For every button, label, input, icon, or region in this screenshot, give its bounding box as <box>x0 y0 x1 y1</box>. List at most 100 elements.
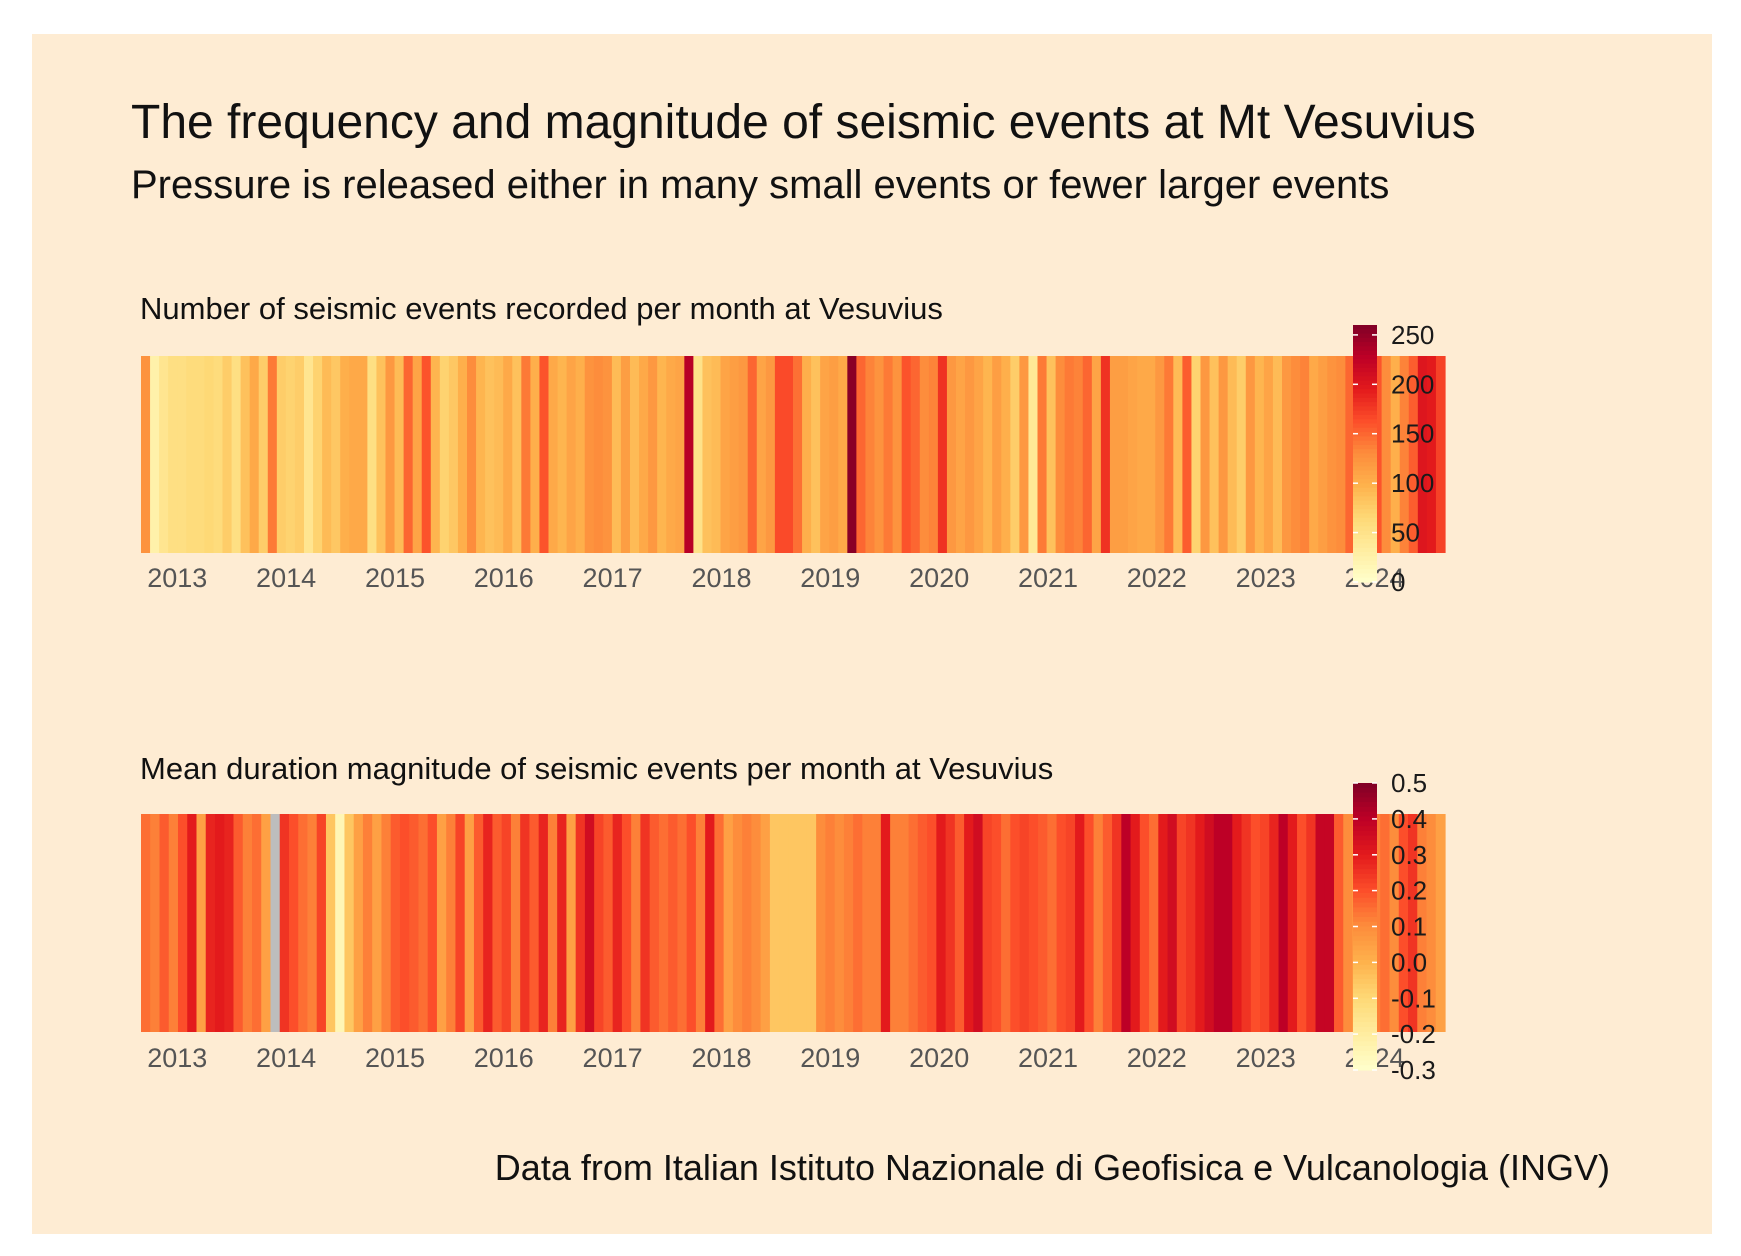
magnitude-legend: -0.3 -0.2 -0.1 0.0 0.1 0.2 0.3 0.4 0.5 <box>1353 768 1436 1085</box>
missing-month-cell <box>270 814 281 1032</box>
month-cell <box>195 356 205 553</box>
month-cell <box>150 356 160 553</box>
month-cell <box>630 356 640 553</box>
month-cell <box>1112 814 1122 1032</box>
month-cell <box>177 356 187 553</box>
month-cell <box>1065 814 1076 1032</box>
month-cell <box>1223 814 1233 1032</box>
month-cell <box>1010 356 1020 553</box>
magnitude-x-axis: 2013 2014 2015 2016 2017 2018 2019 2020 2021 2022… <box>147 1043 1404 1073</box>
legend-swatch <box>1353 959 1377 966</box>
events-count-x-axis: 2013 2014 2015 2016 2017 2018 2019 2020 2021 2022… <box>147 563 1404 593</box>
month-cell <box>530 356 541 553</box>
x-tick-label: 2013 <box>147 1043 207 1073</box>
month-cell <box>187 814 198 1032</box>
month-cell <box>723 814 734 1032</box>
month-cell <box>335 814 346 1032</box>
legend-swatch <box>1353 509 1377 515</box>
month-cell <box>1380 814 1391 1032</box>
x-tick-label: 2022 <box>1127 1043 1187 1073</box>
month-cell <box>720 356 731 553</box>
legend-swatch <box>1353 835 1377 841</box>
month-cell <box>686 814 697 1032</box>
month-cell <box>233 814 244 1032</box>
month-cell <box>1263 356 1274 553</box>
month-cell <box>871 814 882 1032</box>
month-cell <box>973 814 984 1032</box>
month-cell <box>267 356 278 553</box>
month-cell <box>159 356 169 553</box>
month-cell <box>612 814 623 1032</box>
month-cell <box>325 814 336 1032</box>
legend-tick-label: 0 <box>1391 567 1405 597</box>
month-cell <box>150 814 161 1032</box>
legend-swatch <box>1353 444 1377 450</box>
legend-swatch <box>1353 974 1377 980</box>
magnitude-title: Mean duration magnitude of seismic event… <box>140 751 1053 786</box>
legend-swatch <box>1353 539 1377 545</box>
legend-swatch <box>1353 826 1377 832</box>
month-cell <box>695 814 706 1032</box>
month-cell <box>1182 356 1193 553</box>
month-cell <box>261 814 272 1032</box>
legend-swatch <box>1353 993 1377 999</box>
month-cell <box>751 814 762 1032</box>
month-cell <box>1167 814 1178 1032</box>
legend-swatch <box>1353 806 1377 813</box>
month-cell <box>668 814 678 1032</box>
month-cell <box>1200 356 1211 553</box>
legend-swatch <box>1353 462 1377 467</box>
month-cell <box>862 814 873 1032</box>
month-cell <box>547 814 558 1032</box>
events-count-heatmap: Number of seismic events recorded per mo… <box>140 291 1446 597</box>
month-cell <box>1272 356 1283 553</box>
month-cell <box>774 356 785 553</box>
legend-swatch <box>1353 573 1377 579</box>
legend-swatch <box>1353 436 1377 442</box>
legend-swatch <box>1353 1022 1377 1028</box>
month-cell <box>910 356 921 553</box>
legend-tick-label: 0.5 <box>1391 768 1427 798</box>
month-cell <box>566 814 577 1032</box>
chart-svg: The frequency and magnitude of seismic e… <box>131 96 1610 1188</box>
month-cell <box>251 814 262 1032</box>
legend-swatch <box>1353 955 1377 961</box>
legend-swatch <box>1353 440 1377 446</box>
month-cell <box>1102 814 1113 1032</box>
month-cell <box>956 356 966 553</box>
month-cell <box>853 814 863 1032</box>
month-cell <box>213 356 224 553</box>
month-cell <box>288 814 299 1032</box>
x-tick-label: 2016 <box>474 563 534 593</box>
legend-swatch <box>1353 1026 1377 1033</box>
month-cell <box>611 356 622 553</box>
month-cell <box>901 356 912 553</box>
x-tick-label: 2014 <box>256 1043 316 1073</box>
month-cell <box>1227 356 1238 553</box>
chart-title: The frequency and magnitude of seismic e… <box>131 96 1476 149</box>
month-cell <box>381 814 392 1032</box>
legend-swatch <box>1353 419 1377 425</box>
month-cell <box>965 356 975 553</box>
legend-swatch <box>1353 560 1377 566</box>
month-cell <box>927 814 937 1032</box>
month-cell <box>1334 814 1344 1032</box>
month-cell <box>390 814 401 1032</box>
month-cell <box>279 814 290 1032</box>
month-cell <box>473 814 484 1032</box>
month-cell <box>765 356 776 553</box>
month-cell <box>954 814 965 1032</box>
month-cell <box>1128 356 1138 553</box>
legend-swatch <box>1353 1065 1377 1071</box>
month-cell <box>316 814 327 1032</box>
month-cell <box>168 356 178 553</box>
month-cell <box>1282 356 1292 553</box>
month-cell <box>557 356 568 553</box>
month-cell <box>928 356 939 553</box>
legend-swatch <box>1353 410 1377 416</box>
month-cell <box>945 814 956 1032</box>
legend-swatch <box>1353 869 1377 875</box>
month-cell <box>1345 356 1356 553</box>
month-cell <box>177 814 188 1032</box>
month-cell <box>322 356 332 553</box>
